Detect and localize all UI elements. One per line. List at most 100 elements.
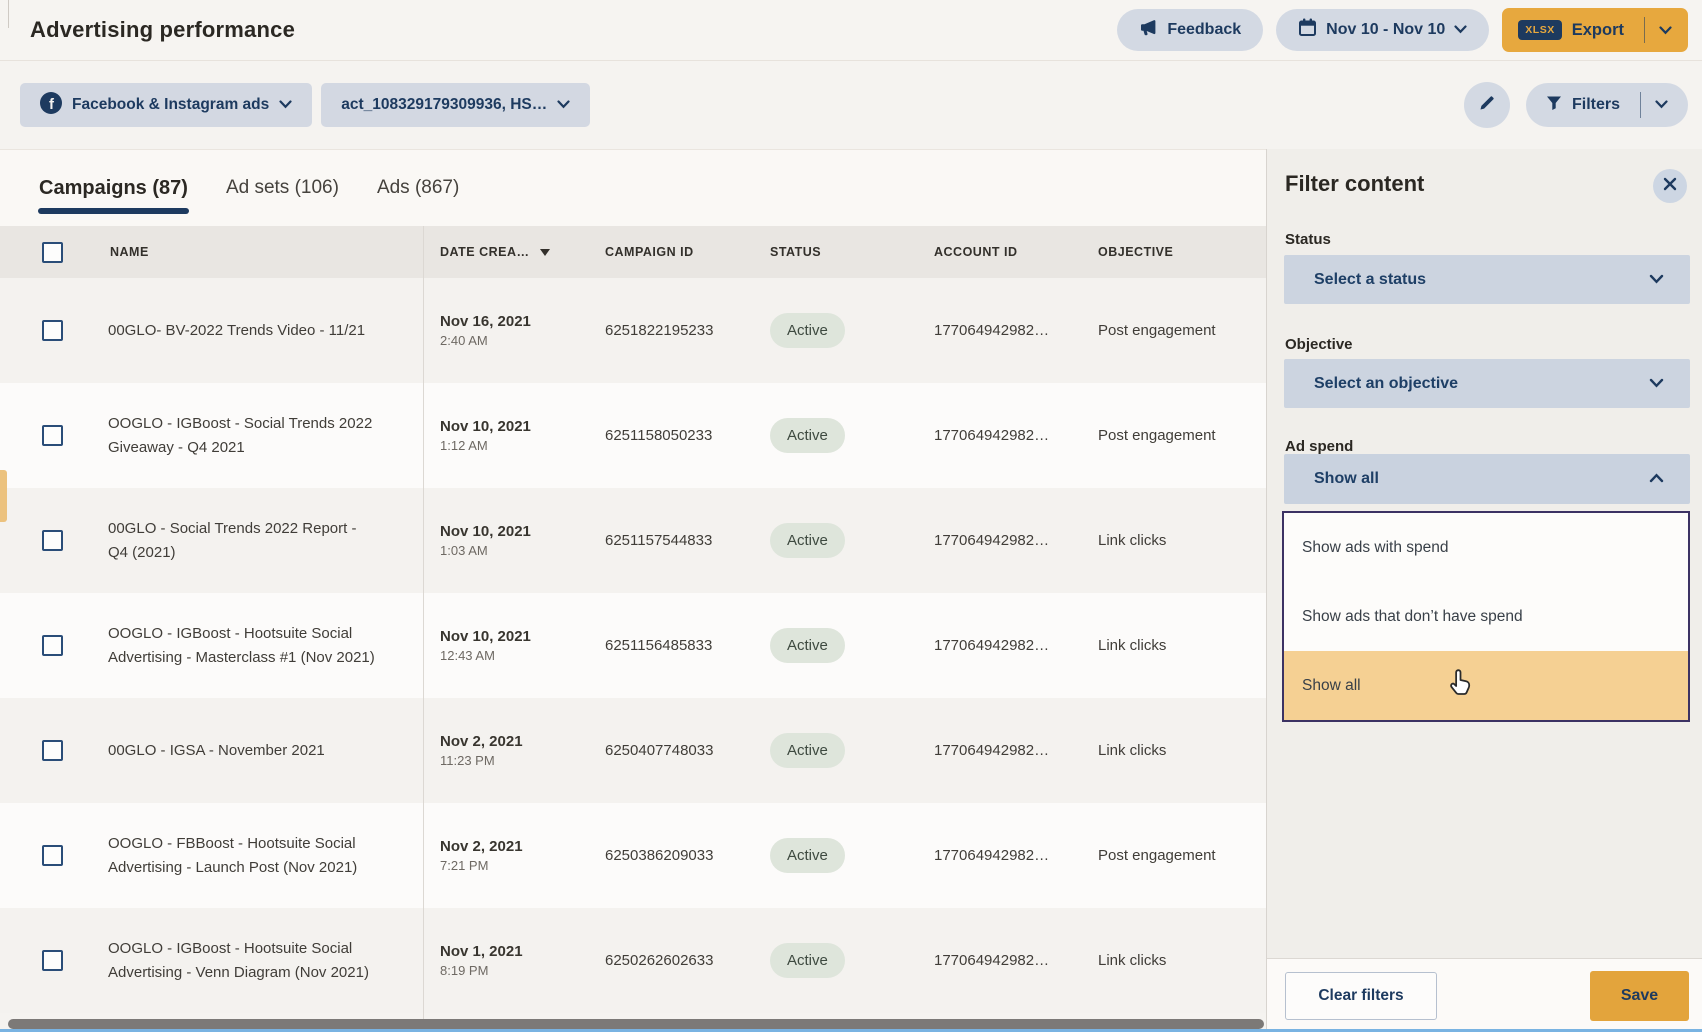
date-created-cell: Nov 2, 2021 7:21 PM: [440, 838, 523, 873]
sort-desc-icon: [539, 248, 550, 256]
objective-cell: Link clicks: [1098, 742, 1167, 759]
option-show-ads-without-spend[interactable]: Show ads that don’t have spend: [1302, 607, 1523, 625]
chevron-up-icon: [1649, 470, 1664, 488]
calendar-icon: [1298, 18, 1317, 42]
account-id-cell: 177064942982…: [934, 532, 1050, 549]
date-created-cell: Nov 2, 2021 11:23 PM: [440, 733, 523, 768]
hand-cursor: [1448, 668, 1476, 698]
row-checkbox[interactable]: [42, 740, 63, 761]
campaign-name[interactable]: 00GLO - IGSA - November 2021: [108, 741, 325, 759]
campaign-name[interactable]: OOGLO - IGBoost - Social Trends 2022 Giv…: [108, 415, 373, 456]
save-button[interactable]: Save: [1590, 971, 1689, 1021]
campaign-id-cell: 6251157544833: [605, 532, 713, 549]
source-toolbar: f Facebook & Instagram ads act_108329179…: [0, 61, 1702, 149]
objective-filter-label: Objective: [1285, 336, 1353, 353]
date-created-cell: Nov 10, 2021 1:12 AM: [440, 418, 531, 453]
horizontal-scrollbar[interactable]: [8, 1019, 1264, 1029]
edit-columns-button[interactable]: [1463, 82, 1510, 128]
campaign-name[interactable]: OOGLO - FBBoost - Hootsuite Social Adver…: [108, 835, 358, 876]
filter-panel: Filter content Status Select a status Ob…: [1266, 149, 1702, 1032]
row-checkbox[interactable]: [42, 425, 63, 446]
campaign-id-cell: 6250262602633: [605, 952, 714, 969]
toolbar-actions: Filters: [1463, 82, 1688, 128]
table-row: OOGLO - FBBoost - Hootsuite Social Adver…: [0, 803, 1266, 908]
date-created-cell: Nov 16, 2021 2:40 AM: [440, 313, 531, 348]
filters-label: Filters: [1571, 96, 1620, 113]
chevron-down-icon: [279, 96, 292, 114]
account-id-cell: 177064942982…: [934, 847, 1050, 864]
date-range-label: Nov 10 - Nov 10: [1326, 21, 1446, 38]
status-filter-select[interactable]: Select a status: [1284, 255, 1690, 304]
table-row: OOGLO - IGBoost - Hootsuite Social Adver…: [0, 593, 1266, 698]
filters-chevron-icon[interactable]: [1655, 96, 1668, 114]
feedback-button[interactable]: Feedback: [1117, 9, 1264, 51]
network-selector-label: Facebook & Instagram ads: [72, 96, 270, 113]
date-created-cell: Nov 10, 2021 12:43 AM: [440, 628, 531, 663]
date-created-cell: Nov 10, 2021 1:03 AM: [440, 523, 531, 558]
chevron-down-icon: [1649, 375, 1664, 393]
chevron-down-icon: [1649, 271, 1664, 289]
account-selector-label: act_108329179309936, HS…: [341, 96, 548, 113]
filters-button[interactable]: Filters: [1525, 83, 1688, 127]
top-bar-actions: Feedback Nov 10 - Nov 10 XLSX Export: [1117, 8, 1688, 52]
date-range-picker[interactable]: Nov 10 - Nov 10: [1276, 9, 1490, 51]
option-show-ads-with-spend[interactable]: Show ads with spend: [1302, 538, 1449, 556]
filters-divider: [1640, 92, 1641, 118]
col-header-account-id[interactable]: ACCOUNT ID: [934, 245, 1018, 259]
close-filter-panel-button[interactable]: [1653, 169, 1687, 203]
col-header-campaign-id[interactable]: CAMPAIGN ID: [605, 245, 694, 259]
status-badge: Active: [770, 523, 845, 558]
account-id-cell: 177064942982…: [934, 637, 1050, 654]
network-selector[interactable]: f Facebook & Instagram ads: [20, 83, 313, 127]
tab-ads[interactable]: Ads (867): [376, 177, 460, 198]
export-button[interactable]: XLSX Export: [1502, 8, 1688, 52]
status-badge: Active: [770, 628, 845, 663]
ad-spend-options-list: Show ads with spend Show ads that don’t …: [1282, 511, 1690, 722]
select-all-checkbox[interactable]: [42, 241, 63, 263]
table-row: OOGLO - IGBoost - Hootsuite Social Adver…: [0, 908, 1266, 1013]
option-show-all[interactable]: Show all: [1284, 651, 1688, 720]
status-badge: Active: [770, 838, 845, 873]
pencil-icon: [1478, 94, 1496, 117]
table-row: 00GLO - IGSA - November 2021 Nov 2, 2021…: [0, 698, 1266, 803]
campaign-id-cell: 6251156485833: [605, 637, 713, 654]
tab-campaigns[interactable]: Campaigns (87): [38, 150, 189, 226]
campaigns-table: NAME DATE CREA… CAMPAIGN ID STATUS ACCOU…: [0, 226, 1266, 1020]
ad-spend-filter-label: Ad spend: [1285, 438, 1354, 455]
row-checkbox[interactable]: [42, 320, 63, 341]
ad-spend-filter-select[interactable]: Show all: [1284, 454, 1690, 504]
account-id-cell: 177064942982…: [934, 427, 1050, 444]
campaign-id-cell: 6251158050233: [605, 427, 713, 444]
col-header-name[interactable]: NAME: [110, 245, 149, 259]
row-checkbox[interactable]: [42, 530, 63, 551]
row-checkbox[interactable]: [42, 845, 63, 866]
objective-cell: Post engagement: [1098, 427, 1216, 444]
campaign-name[interactable]: 00GLO- BV-2022 Trends Video - 11/21: [108, 321, 366, 339]
account-selector[interactable]: act_108329179309936, HS…: [321, 83, 591, 127]
clear-filters-button[interactable]: Clear filters: [1285, 972, 1437, 1020]
campaign-name[interactable]: 00GLO - Social Trends 2022 Report - Q4 (…: [108, 520, 357, 561]
funnel-icon: [1546, 95, 1562, 116]
row-checkbox[interactable]: [42, 950, 63, 971]
col-header-date-created[interactable]: DATE CREA…: [440, 226, 550, 278]
tab-ad-sets[interactable]: Ad sets (106): [225, 177, 339, 198]
objective-filter-select[interactable]: Select an objective: [1284, 359, 1690, 408]
frozen-column-divider: [423, 226, 424, 1020]
megaphone-icon: [1139, 19, 1158, 41]
objective-cell: Link clicks: [1098, 637, 1167, 654]
col-header-objective[interactable]: OBJECTIVE: [1098, 245, 1174, 259]
row-checkbox[interactable]: [42, 635, 63, 656]
chevron-down-icon: [557, 96, 570, 114]
page-title: Advertising performance: [30, 17, 296, 42]
campaign-id-cell: 6251822195233: [605, 322, 714, 339]
export-divider: [1644, 17, 1645, 43]
left-edge-accent: [0, 470, 7, 522]
table-row: 00GLO- BV-2022 Trends Video - 11/21 Nov …: [0, 278, 1266, 383]
status-badge: Active: [770, 733, 845, 768]
status-filter-label: Status: [1285, 231, 1331, 248]
campaign-name[interactable]: OOGLO - IGBoost - Hootsuite Social Adver…: [108, 625, 375, 666]
account-id-cell: 177064942982…: [934, 322, 1050, 339]
col-header-status[interactable]: STATUS: [770, 245, 822, 259]
campaign-name[interactable]: OOGLO - IGBoost - Hootsuite Social Adver…: [108, 940, 369, 981]
export-options-chevron[interactable]: [1659, 21, 1672, 40]
